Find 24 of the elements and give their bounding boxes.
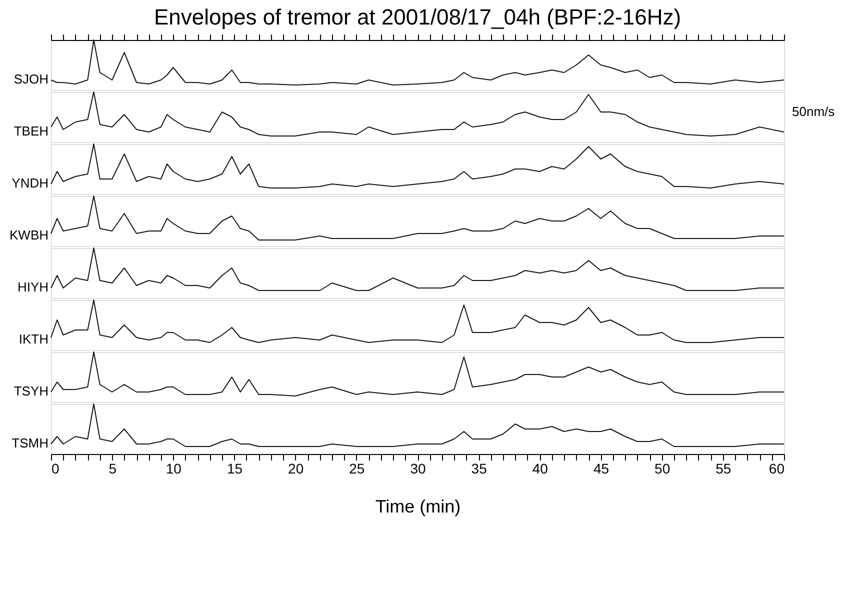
y-axis-title: TSYH	[14, 384, 48, 398]
x-tick-label: 40	[532, 460, 548, 476]
chart-title: Envelopes of tremor at 2001/08/17_04h (BPF:2-16Hz)	[154, 4, 682, 30]
y-axis-title: YNDH	[12, 176, 48, 190]
y-axis-title: TBEH	[14, 124, 48, 138]
y-axis-title: TSMH	[12, 436, 48, 450]
x-tick-label: 5	[108, 460, 117, 476]
x-tick-label: 30	[410, 460, 426, 476]
text: 50nm/s	[792, 104, 836, 119]
x-tick-label: 55	[716, 460, 732, 476]
y-axis-title: HIYH	[17, 280, 48, 294]
x-tick-label: 25	[349, 460, 365, 476]
x-tick-label: 10	[166, 460, 182, 476]
x-tick-label: 45	[593, 460, 610, 476]
y-axis-title: KWBH	[10, 228, 48, 242]
x-tick-label: 0	[52, 460, 60, 476]
y-axis-title: IKTH	[18, 332, 48, 346]
x-axis-title: Time (min)	[375, 496, 461, 516]
x-tick-label: 20	[288, 460, 304, 476]
y-axis-title: SJOH	[14, 72, 48, 86]
x-tick-label: 60	[768, 460, 785, 476]
x-tick-label: 50	[654, 460, 670, 476]
x-tick-label: 15	[226, 460, 243, 476]
x-tick-label: 35	[471, 460, 488, 476]
